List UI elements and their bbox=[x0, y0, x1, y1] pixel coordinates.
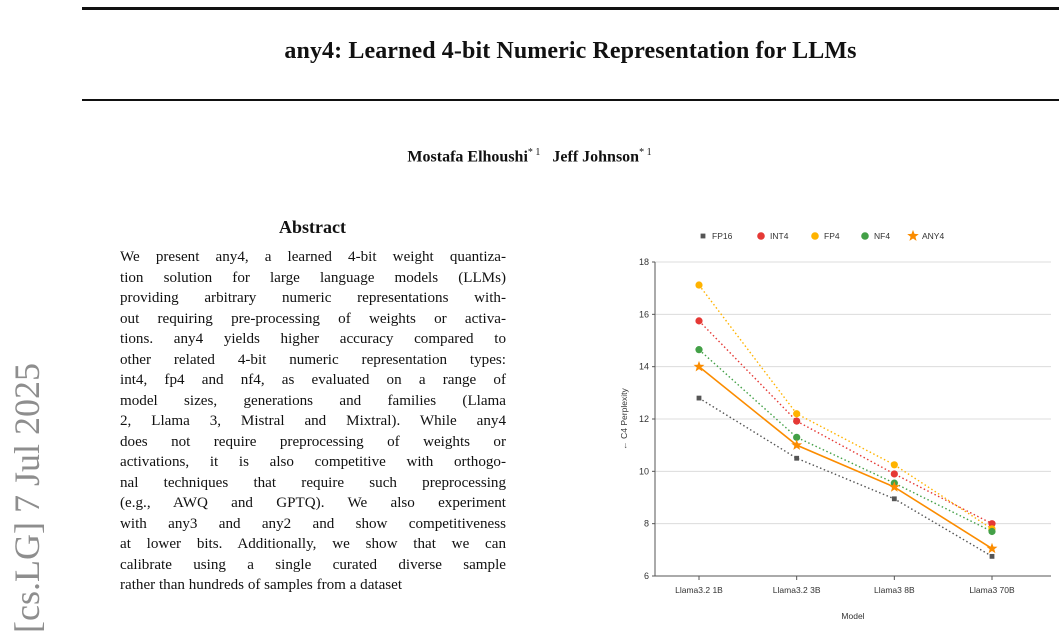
arxiv-identifier: [cs.LG] 7 Jul 2025 bbox=[7, 363, 47, 633]
series-marker bbox=[907, 229, 919, 241]
series-line bbox=[698, 349, 993, 533]
series-marker bbox=[695, 346, 703, 354]
abstract-line: model sizes, generations and families (L… bbox=[120, 392, 506, 409]
legend-label: INT4 bbox=[770, 231, 789, 241]
abstract-line: tion solution for large language models … bbox=[120, 269, 506, 286]
abstract-line: (e.g., AWQ and GPTQ). We also experiment bbox=[120, 495, 506, 511]
author-name: Jeff Johnson bbox=[552, 148, 640, 166]
series-marker bbox=[693, 360, 705, 372]
series-marker bbox=[988, 520, 996, 528]
series-marker bbox=[700, 233, 706, 239]
title-bottom-rule bbox=[82, 99, 1059, 101]
abstract-line: with any3 and any2 and show competitiven… bbox=[120, 515, 506, 532]
series-marker bbox=[989, 553, 995, 559]
abstract-line: does not require preprocessing of weight… bbox=[120, 433, 506, 450]
author-affiliation-marks: * 1 bbox=[639, 147, 652, 158]
legend-label: FP16 bbox=[712, 231, 733, 241]
series-marker bbox=[696, 395, 702, 401]
series-marker bbox=[888, 481, 900, 492]
perplexity-line-chart: 6 8 10 12 14 16 18 Llama3.2 1B Llama3.2 3B Llama3… bbox=[619, 229, 1051, 621]
series-marker bbox=[695, 317, 703, 325]
abstract-line: activations, it is also competitive with… bbox=[120, 454, 506, 470]
x-tick-label: Llama3 70B bbox=[969, 585, 1015, 595]
y-tick-label: 10 bbox=[639, 466, 649, 476]
perplexity-figure: 6 8 10 12 14 16 18 Llama3.2 1B Llama3.2 3B Llama3… bbox=[600, 218, 1059, 633]
series-line bbox=[698, 284, 993, 530]
paper-title: any4: Learned 4-bit Numeric Representati… bbox=[284, 38, 857, 64]
legend-label: FP4 bbox=[824, 231, 840, 241]
x-tick-label: Llama3.2 3B bbox=[773, 585, 821, 595]
y-tick-label: 18 bbox=[639, 257, 649, 267]
title-top-rule bbox=[82, 7, 1059, 10]
y-axis-label: ← C4 Perplexity bbox=[619, 388, 629, 450]
author-name: Mostafa Elhoushi bbox=[407, 148, 528, 166]
abstract-line: int4, fp4 and nf4, as evaluated on a ran… bbox=[120, 372, 506, 388]
y-tick-label: 6 bbox=[644, 571, 649, 581]
abstract-body: We present any4, a learned 4-bit weight … bbox=[120, 247, 506, 596]
abstract-line: 2, Llama 3, Mistral and Mixtral). While … bbox=[120, 413, 506, 429]
series-marker bbox=[811, 232, 819, 240]
series-marker bbox=[891, 496, 897, 502]
series-marker bbox=[986, 542, 998, 554]
series-marker bbox=[793, 433, 801, 441]
x-axis-label: Model bbox=[841, 611, 864, 621]
abstract-heading: Abstract bbox=[279, 217, 346, 237]
y-tick-label: 14 bbox=[639, 362, 649, 372]
abstract-line: at lower bits. Additionally, we show tha… bbox=[120, 536, 506, 552]
author-list: Mostafa Elhoushi* 1 Jeff Johnson* 1 bbox=[0, 147, 1059, 166]
abstract-line: other related 4-bit numeric representati… bbox=[120, 351, 506, 368]
series-marker bbox=[793, 417, 801, 425]
series-line bbox=[698, 397, 993, 557]
series-line bbox=[698, 320, 993, 525]
series-marker bbox=[890, 470, 898, 478]
y-tick-label: 8 bbox=[644, 519, 649, 529]
abstract-line: We present any4, a learned 4-bit weight … bbox=[120, 249, 506, 265]
x-tick-label: Llama3.2 1B bbox=[675, 585, 723, 595]
series-marker bbox=[988, 527, 996, 536]
legend-label: NF4 bbox=[874, 231, 890, 241]
series-line bbox=[698, 366, 993, 550]
y-tick-label: 12 bbox=[639, 414, 649, 424]
author-affiliation-marks: * 1 bbox=[527, 147, 541, 158]
abstract-line: providing arbitrary numeric representati… bbox=[120, 290, 506, 306]
abstract-line: tions. any4 yields higher accuracy compa… bbox=[120, 331, 506, 347]
series-marker bbox=[861, 232, 869, 240]
series-marker bbox=[757, 232, 765, 240]
series-marker bbox=[793, 410, 801, 418]
legend-label: ANY4 bbox=[922, 231, 944, 241]
series-marker bbox=[695, 281, 703, 289]
y-tick-label: 16 bbox=[639, 309, 649, 319]
abstract-line: nal techniques that require such preproc… bbox=[120, 474, 506, 491]
abstract-line: calibrate using a single curated diverse… bbox=[120, 556, 506, 573]
series-marker bbox=[890, 461, 898, 469]
series-marker bbox=[791, 439, 803, 450]
series-marker bbox=[794, 455, 800, 461]
abstract-line: out requiring pre-processing of weights … bbox=[120, 310, 506, 327]
abstract-line: rather than hundreds of samples from a d… bbox=[120, 577, 403, 593]
x-tick-label: Llama3 8B bbox=[874, 585, 915, 595]
